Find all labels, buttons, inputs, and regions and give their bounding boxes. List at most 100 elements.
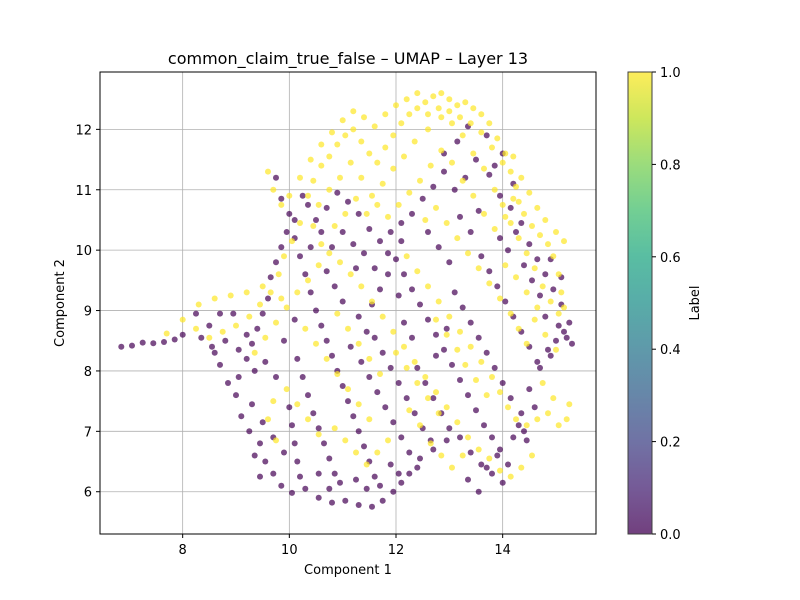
data-point-label-0 xyxy=(481,422,487,429)
data-point-label-1 xyxy=(363,461,370,468)
data-point-label-1 xyxy=(398,120,405,127)
data-point-label-0 xyxy=(297,473,303,480)
data-point-label-1 xyxy=(273,319,279,326)
data-point-label-0 xyxy=(278,195,285,202)
data-point-label-1 xyxy=(347,271,354,278)
x-axis-label: Component 1 xyxy=(304,563,392,578)
data-point-label-1 xyxy=(361,114,367,121)
data-point-label-1 xyxy=(558,289,565,296)
data-point-label-1 xyxy=(542,217,549,223)
data-point-label-1 xyxy=(313,340,319,347)
data-point-label-1 xyxy=(513,416,519,423)
data-point-label-0 xyxy=(150,340,157,347)
data-point-label-1 xyxy=(243,289,250,296)
data-point-label-1 xyxy=(318,141,325,148)
data-point-label-0 xyxy=(457,434,463,441)
data-point-label-1 xyxy=(454,419,461,426)
data-point-label-0 xyxy=(467,449,474,456)
data-point-label-0 xyxy=(430,183,437,190)
data-point-label-0 xyxy=(393,256,399,263)
plot-frame xyxy=(99,71,597,535)
data-point-label-0 xyxy=(339,298,346,305)
data-point-label-0 xyxy=(270,470,277,477)
data-point-label-1 xyxy=(366,416,373,423)
data-point-label-1 xyxy=(331,223,338,229)
data-point-label-0 xyxy=(499,380,506,386)
data-point-label-0 xyxy=(377,286,383,293)
data-point-label-0 xyxy=(457,213,463,220)
data-point-label-1 xyxy=(435,298,442,305)
data-point-label-1 xyxy=(273,437,279,444)
y-tick-label: 9 xyxy=(84,305,92,320)
data-point-label-1 xyxy=(513,183,519,190)
data-point-label-1 xyxy=(425,111,431,118)
data-point-label-1 xyxy=(523,340,530,347)
data-point-label-0 xyxy=(494,452,501,459)
data-point-label-1 xyxy=(462,361,469,368)
data-point-label-0 xyxy=(273,259,279,266)
data-point-label-0 xyxy=(411,410,418,417)
data-point-label-1 xyxy=(523,422,530,429)
data-point-label-0 xyxy=(534,256,541,263)
data-point-label-0 xyxy=(323,204,330,211)
data-point-label-0 xyxy=(198,334,205,341)
data-point-label-0 xyxy=(443,437,450,444)
data-point-label-0 xyxy=(497,446,503,453)
data-point-label-0 xyxy=(521,428,527,435)
data-point-label-0 xyxy=(537,364,543,371)
data-point-label-0 xyxy=(467,319,474,326)
data-point-label-0 xyxy=(387,461,394,468)
data-point-label-1 xyxy=(433,389,439,396)
data-point-label-0 xyxy=(478,253,485,260)
data-point-label-1 xyxy=(425,283,431,290)
data-point-label-1 xyxy=(467,343,474,350)
data-point-label-0 xyxy=(505,461,511,468)
data-point-label-1 xyxy=(385,437,391,444)
data-point-label-1 xyxy=(369,192,375,199)
data-point-label-0 xyxy=(483,349,490,356)
data-point-label-1 xyxy=(438,452,445,459)
data-point-label-0 xyxy=(323,337,330,344)
data-point-label-1 xyxy=(267,289,274,296)
y-tick-label: 12 xyxy=(75,123,92,138)
data-point-label-1 xyxy=(510,153,517,160)
data-point-label-0 xyxy=(313,217,319,223)
data-point-label-0 xyxy=(297,253,303,260)
data-point-label-1 xyxy=(518,174,525,181)
colorbar-tick-label: 0.4 xyxy=(660,343,681,358)
data-point-label-0 xyxy=(465,476,471,483)
y-axis-ticks: 6 7 8 9 10 11 12 xyxy=(75,123,100,501)
data-point-label-0 xyxy=(473,407,479,414)
y-tick-label: 7 xyxy=(84,425,92,440)
data-point-label-1 xyxy=(289,238,295,245)
data-point-label-0 xyxy=(403,395,410,402)
data-point-label-0 xyxy=(222,337,229,344)
data-point-label-1 xyxy=(347,159,354,166)
data-point-label-0 xyxy=(329,244,335,251)
colorbar-tick-label: 0.0 xyxy=(660,528,681,543)
data-point-label-0 xyxy=(139,339,146,346)
data-point-label-1 xyxy=(414,268,421,275)
data-point-label-0 xyxy=(345,398,351,405)
data-point-label-1 xyxy=(550,253,557,260)
data-point-label-1 xyxy=(566,401,573,408)
data-point-label-1 xyxy=(366,150,373,157)
data-point-label-1 xyxy=(379,180,386,187)
data-point-label-1 xyxy=(422,374,429,380)
data-point-label-1 xyxy=(494,135,501,142)
data-point-label-1 xyxy=(350,126,357,133)
data-point-label-0 xyxy=(483,464,490,471)
data-point-label-0 xyxy=(171,336,178,343)
data-point-label-1 xyxy=(403,253,410,260)
data-point-label-1 xyxy=(425,395,431,402)
data-point-label-1 xyxy=(523,250,530,257)
data-point-label-1 xyxy=(374,201,381,208)
data-point-label-0 xyxy=(502,298,509,305)
data-point-label-0 xyxy=(467,229,474,235)
colorbar-gradient xyxy=(627,71,653,535)
data-point-label-1 xyxy=(475,446,482,453)
data-point-label-0 xyxy=(179,331,186,338)
data-point-label-1 xyxy=(337,259,343,266)
data-point-label-0 xyxy=(489,470,495,477)
data-point-label-1 xyxy=(385,213,391,220)
